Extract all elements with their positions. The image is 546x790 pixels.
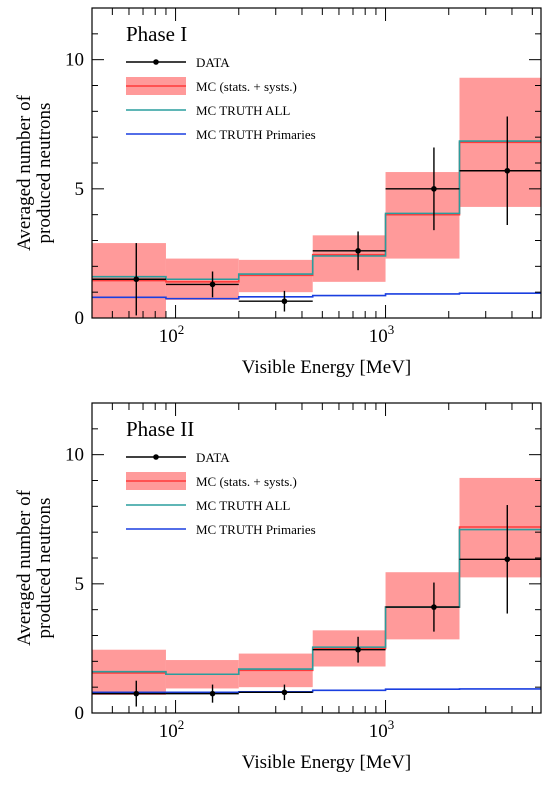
data-point — [504, 556, 511, 563]
data-point — [133, 690, 140, 697]
mc-band-bin — [385, 572, 460, 640]
data-point — [209, 281, 216, 288]
mc-truth-primaries-step — [92, 292, 541, 300]
y-axis-label-line1: Averaged number of — [14, 94, 35, 250]
legend-truth-primaries-label: MC TRUTH Primaries — [196, 127, 316, 142]
data-point — [504, 167, 511, 174]
y-axis-label-line1: Averaged number of — [14, 489, 35, 645]
legend-truth-all-label: MC TRUTH ALL — [196, 103, 290, 118]
legend-mc-label: MC (stats. + systs.) — [196, 474, 297, 489]
y-tick-label: 0 — [75, 703, 85, 724]
data-point — [281, 689, 288, 696]
chart-panel-2: 0 5 10 102 103 Visible Energy [MeV] Averaged n… — [14, 402, 542, 773]
x-tick-label: 102 — [159, 322, 185, 347]
legend: DATA MC (stats. + systs.) MC TRUTH ALL MC T… — [126, 450, 316, 537]
data-point — [133, 276, 140, 283]
data-point — [431, 186, 437, 192]
data-point — [281, 298, 288, 305]
legend-data-label: DATA — [196, 450, 230, 465]
data-point — [209, 690, 216, 697]
panel-label: Phase I — [126, 22, 187, 46]
legend-truth-primaries-label: MC TRUTH Primaries — [196, 522, 316, 537]
x-axis-label: Visible Energy [MeV] — [242, 357, 411, 378]
y-axis-label: Averaged number of produced neutrons — [14, 94, 55, 250]
legend-truth-all-label: MC TRUTH ALL — [196, 498, 290, 513]
legend: DATA MC (stats. + systs.) MC TRUTH ALL MC T… — [126, 55, 316, 142]
y-tick-label: 10 — [65, 445, 84, 466]
x-tick-label: 103 — [369, 717, 395, 742]
legend-data-marker — [153, 59, 159, 65]
y-axis-label-line2: produced neutrons — [34, 103, 55, 244]
data-point — [355, 248, 361, 254]
data-point — [355, 646, 361, 653]
y-tick-label: 5 — [75, 179, 85, 200]
y-tick-label: 0 — [75, 308, 85, 329]
y-tick-label: 10 — [65, 50, 84, 71]
mc-truth-all-step — [92, 528, 541, 676]
y-axis-label: Averaged number of produced neutrons — [14, 489, 55, 645]
x-axis-label: Visible Energy [MeV] — [242, 752, 411, 773]
legend-data-label: DATA — [196, 55, 230, 70]
x-tick-label: 103 — [369, 322, 395, 347]
y-tick-label: 5 — [75, 574, 85, 595]
chart-panel-1: 0 5 10 102 103 Visible Energy [MeV] Averaged n… — [14, 7, 542, 378]
legend-data-marker — [153, 454, 159, 460]
data-point — [431, 604, 437, 610]
legend-mc-label: MC (stats. + systs.) — [196, 79, 297, 94]
panel-label: Phase II — [126, 417, 194, 441]
x-tick-label: 102 — [159, 717, 185, 742]
y-axis-label-line2: produced neutrons — [34, 498, 55, 639]
mc-band-bin — [312, 235, 386, 282]
